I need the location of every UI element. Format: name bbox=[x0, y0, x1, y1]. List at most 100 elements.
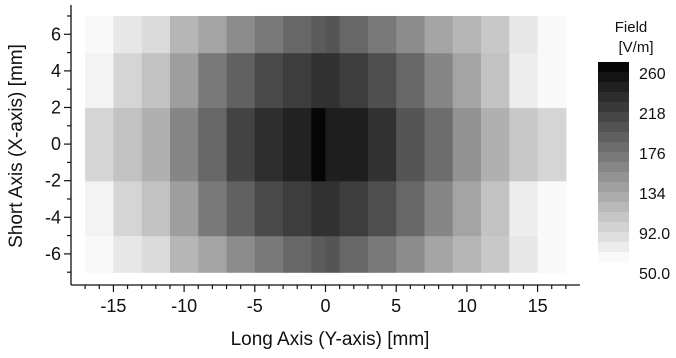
colorbar-step bbox=[598, 82, 629, 93]
colorbar-tick-label: 260 bbox=[639, 66, 666, 83]
heatmap-cell bbox=[311, 235, 327, 273]
y-tick-label: -6 bbox=[45, 244, 61, 264]
heatmap-cell bbox=[169, 107, 199, 182]
heatmap-cell bbox=[141, 235, 171, 273]
colorbar-unit: [V/m] bbox=[618, 39, 653, 56]
heatmap-cell bbox=[481, 15, 510, 54]
colorbar-tick-label: 218 bbox=[639, 106, 666, 123]
heatmap-cell bbox=[452, 180, 482, 237]
heatmap-cell bbox=[283, 15, 312, 54]
heatmap-cell bbox=[311, 52, 327, 109]
heatmap-cell bbox=[481, 52, 510, 109]
heatmap-cell bbox=[339, 52, 369, 109]
heatmap-cell bbox=[254, 235, 284, 273]
x-tick-label: -5 bbox=[247, 296, 263, 316]
y-axis-label: Short Axis (X-axis) [mm] bbox=[6, 44, 27, 248]
heatmap-cell bbox=[339, 180, 369, 237]
heatmap-cell bbox=[509, 107, 539, 182]
heatmap-cell bbox=[198, 180, 228, 237]
y-tick-label: -2 bbox=[45, 171, 61, 191]
heatmap-cell bbox=[481, 235, 510, 273]
heatmap-cell bbox=[113, 52, 143, 109]
heatmap-cell bbox=[509, 235, 539, 273]
heatmap-cell bbox=[537, 52, 567, 109]
colorbar-tick-label: 50.0 bbox=[639, 266, 670, 283]
heatmap-cell bbox=[254, 107, 284, 182]
heatmap-cell bbox=[198, 235, 228, 273]
heatmap-cell bbox=[481, 107, 510, 182]
heatmap-cell bbox=[198, 107, 228, 182]
heatmap-cell bbox=[367, 52, 397, 109]
heatmap-cell bbox=[452, 15, 482, 54]
y-tick-label: 6 bbox=[51, 24, 61, 44]
heatmap-cell bbox=[226, 235, 256, 273]
colorbar-step bbox=[598, 242, 629, 253]
x-tick-label: 5 bbox=[391, 296, 401, 316]
heatmap-cell bbox=[325, 15, 341, 54]
heatmap-cell bbox=[85, 52, 115, 109]
heatmap-cell bbox=[537, 235, 567, 273]
heatmap-cell bbox=[509, 180, 539, 237]
heatmap-cell bbox=[325, 107, 341, 182]
heatmap-cell bbox=[311, 107, 327, 182]
colorbar-step bbox=[598, 202, 629, 213]
heatmap-cell bbox=[141, 180, 171, 237]
heatmap-cell bbox=[339, 15, 369, 54]
x-tick-label: -15 bbox=[100, 296, 126, 316]
heatmap-cell bbox=[85, 107, 115, 182]
colorbar-step bbox=[598, 92, 629, 103]
heatmap-cell bbox=[169, 52, 199, 109]
colorbar-step bbox=[598, 182, 629, 193]
heatmap-cell bbox=[509, 52, 539, 109]
heatmap-cell bbox=[226, 15, 256, 54]
heatmap-cell bbox=[424, 52, 454, 109]
heatmap-cell bbox=[198, 15, 228, 54]
heatmap-cell bbox=[311, 180, 327, 237]
x-tick-label: 15 bbox=[528, 296, 548, 316]
colorbar-step bbox=[598, 212, 629, 223]
heatmap-cell bbox=[226, 180, 256, 237]
colorbar-step bbox=[598, 102, 629, 113]
heatmap-cell bbox=[254, 52, 284, 109]
colorbar-step bbox=[598, 112, 629, 123]
heatmap-cell bbox=[113, 107, 143, 182]
heatmap-cell bbox=[141, 52, 171, 109]
heatmap-cell bbox=[396, 180, 426, 237]
colorbar-title: Field bbox=[615, 19, 648, 36]
heatmap-cell bbox=[537, 15, 567, 54]
colorbar-tick-label: 176 bbox=[639, 146, 666, 163]
heatmap-cell bbox=[396, 15, 426, 54]
colorbar-tick-label: 134 bbox=[639, 186, 666, 203]
colorbar-step bbox=[598, 142, 629, 153]
colorbar-step bbox=[598, 172, 629, 183]
heatmap-cell bbox=[452, 235, 482, 273]
y-tick-label: 0 bbox=[51, 134, 61, 154]
heatmap-cell bbox=[283, 107, 312, 182]
heatmap-cell bbox=[254, 180, 284, 237]
heatmap-cell bbox=[424, 107, 454, 182]
heatmap-cell bbox=[367, 107, 397, 182]
heatmap-cell bbox=[113, 180, 143, 237]
x-tick-label: -10 bbox=[171, 296, 197, 316]
heatmap-cell bbox=[226, 52, 256, 109]
colorbar-steps bbox=[598, 62, 629, 263]
heatmap-cell bbox=[481, 180, 510, 237]
heatmap-cell bbox=[254, 15, 284, 54]
heatmap-cell bbox=[85, 15, 115, 54]
colorbar-step bbox=[598, 122, 629, 133]
y-axis-ticks: -6 -4 -2 0 2 4 6 bbox=[45, 15, 71, 273]
heatmap-cell bbox=[509, 15, 539, 54]
heatmap-cell bbox=[452, 107, 482, 182]
heatmap-cell bbox=[169, 180, 199, 237]
heatmap-cell bbox=[537, 107, 567, 182]
heatmap-cell bbox=[452, 52, 482, 109]
heatmap-cell bbox=[113, 235, 143, 273]
colorbar-step bbox=[598, 72, 629, 83]
colorbar-tick-labels: 260 218 176 134 92.0 50.0 bbox=[639, 66, 670, 283]
heatmap-cell bbox=[283, 235, 312, 273]
heatmap-cell bbox=[396, 107, 426, 182]
heatmap-cell bbox=[283, 52, 312, 109]
heatmap-cell bbox=[396, 235, 426, 273]
heatmap-cell bbox=[169, 15, 199, 54]
